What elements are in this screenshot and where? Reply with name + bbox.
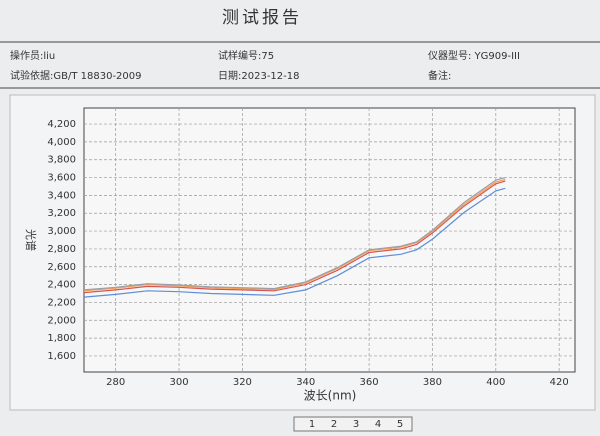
page-number[interactable]: 4 [375,419,381,430]
x-tick-label: 420 [550,377,569,388]
page-number[interactable]: 5 [397,419,403,430]
y-tick-label: 2,200 [47,297,76,308]
y-tick-label: 2,600 [47,262,76,273]
y-tick-label: 2,400 [47,280,76,291]
y-tick-label: 2,000 [47,315,76,326]
y-tick-label: 3,600 [47,173,76,184]
x-tick-label: 380 [423,377,442,388]
x-tick-label: 280 [106,377,125,388]
x-tick-label: 340 [296,377,315,388]
field: 仪器型号: YG909-III [428,49,520,62]
pagination-group: 1 2 3 4 5 [309,419,403,430]
y-tick-label: 4,200 [47,119,76,130]
series-line [83,177,506,291]
y-tick-label: 3,800 [47,155,76,166]
y-tick-label: 1,800 [47,333,76,344]
x-axis-label: 波长(nm) [304,389,357,403]
field: 备注: [428,69,451,82]
x-tick-label: 400 [486,377,505,388]
field: 试验依据:GB/T 18830-2009 [10,69,142,82]
x-tick-label: 300 [169,377,188,388]
field: 操作员:liu [10,49,55,62]
field: 试样编号:75 [218,49,274,62]
y-tick-label: 3,400 [47,190,76,201]
series-line [83,187,506,298]
series-line [83,178,506,292]
y-tick-label: 2,800 [47,244,76,255]
x-tick-label: 360 [360,377,379,388]
plot-area [83,107,576,373]
pagination [293,416,413,432]
y-tick-label: 1,600 [47,351,76,362]
page-number[interactable]: 1 [309,419,315,430]
page-number[interactable]: 2 [331,419,337,430]
field: 日期:2023-12-18 [218,70,299,82]
page-number[interactable]: 3 [353,419,359,430]
series-line [83,180,506,294]
y-tick-label: 3,000 [47,226,76,237]
y-axis-label: 光谱 [24,229,38,251]
x-tick-label: 320 [233,377,252,388]
y-tick-label: 4,000 [47,137,76,148]
y-tick-label: 3,200 [47,208,76,219]
report-title: 测试报告 [222,8,302,28]
